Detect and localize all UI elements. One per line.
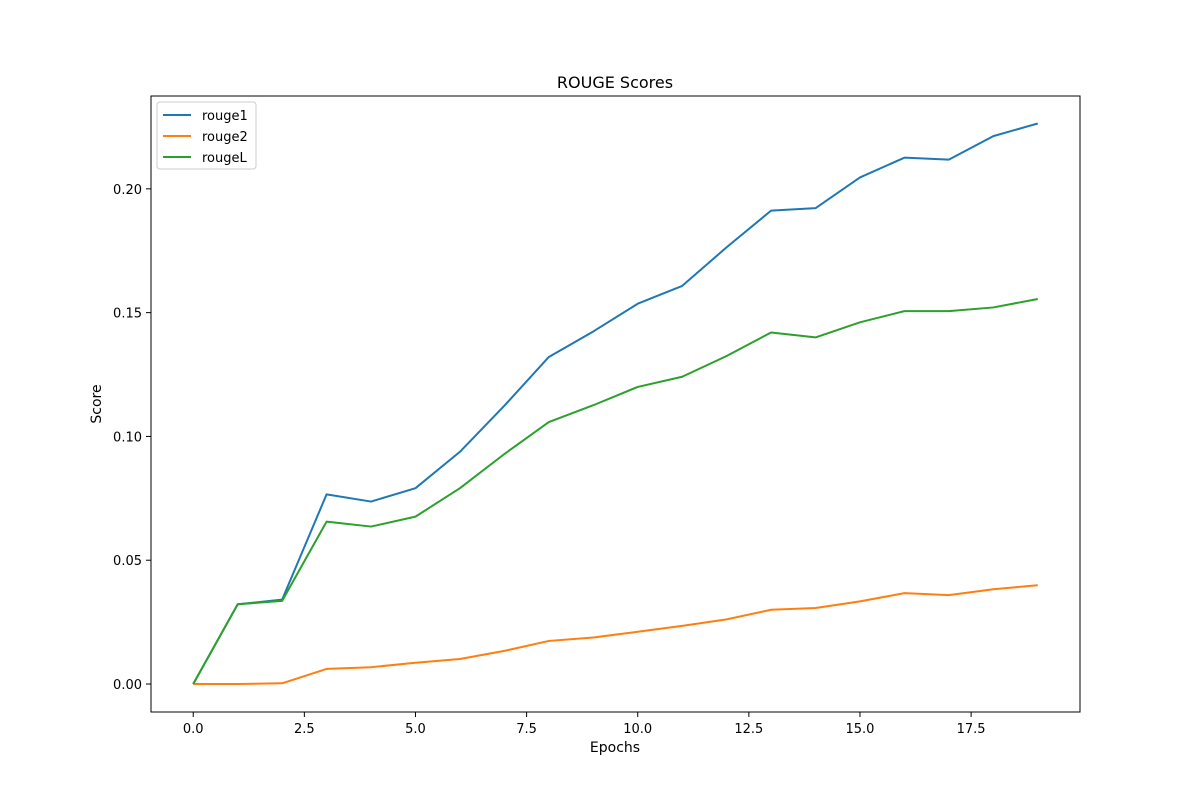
x-tick-label: 10.0 xyxy=(623,722,652,737)
y-tick-label: 0.10 xyxy=(113,430,142,445)
legend-label-rouge2: rouge2 xyxy=(202,130,248,145)
y-tick-label: 0.00 xyxy=(113,678,142,693)
x-axis-label: Epochs xyxy=(590,740,640,756)
x-tick-label: 17.5 xyxy=(957,722,986,737)
chart-title: ROUGE Scores xyxy=(557,73,673,92)
y-axis: 0.00 0.05 0.10 0.15 0.20 xyxy=(113,183,151,693)
x-tick-label: 15.0 xyxy=(845,722,874,737)
y-tick-label: 0.15 xyxy=(113,307,142,322)
series-line-rougeL xyxy=(192,298,1038,685)
plot-area-frame xyxy=(150,95,1081,713)
x-tick-label: 7.5 xyxy=(516,722,537,737)
legend-label-rougeL: rougeL xyxy=(202,151,248,166)
y-tick-label: 0.05 xyxy=(113,554,142,569)
y-tick-label: 0.20 xyxy=(113,183,142,198)
series-line-rouge2 xyxy=(193,584,1038,686)
y-axis-label: Score xyxy=(89,384,105,423)
legend-label-rouge1: rouge1 xyxy=(202,109,248,124)
x-tick-label: 2.5 xyxy=(294,722,315,737)
x-tick-label: 5.0 xyxy=(405,722,426,737)
legend-box xyxy=(156,101,257,170)
series-line-rouge1 xyxy=(192,122,1039,685)
x-axis: 0.0 2.5 5.0 7.5 10.0 12.5 15.0 17.5 xyxy=(183,712,986,737)
legend: rouge1 rouge2 rougeL xyxy=(156,101,257,170)
x-tick-label: 0.0 xyxy=(183,722,204,737)
x-tick-label: 12.5 xyxy=(734,722,763,737)
plot-series-group xyxy=(192,122,1039,686)
